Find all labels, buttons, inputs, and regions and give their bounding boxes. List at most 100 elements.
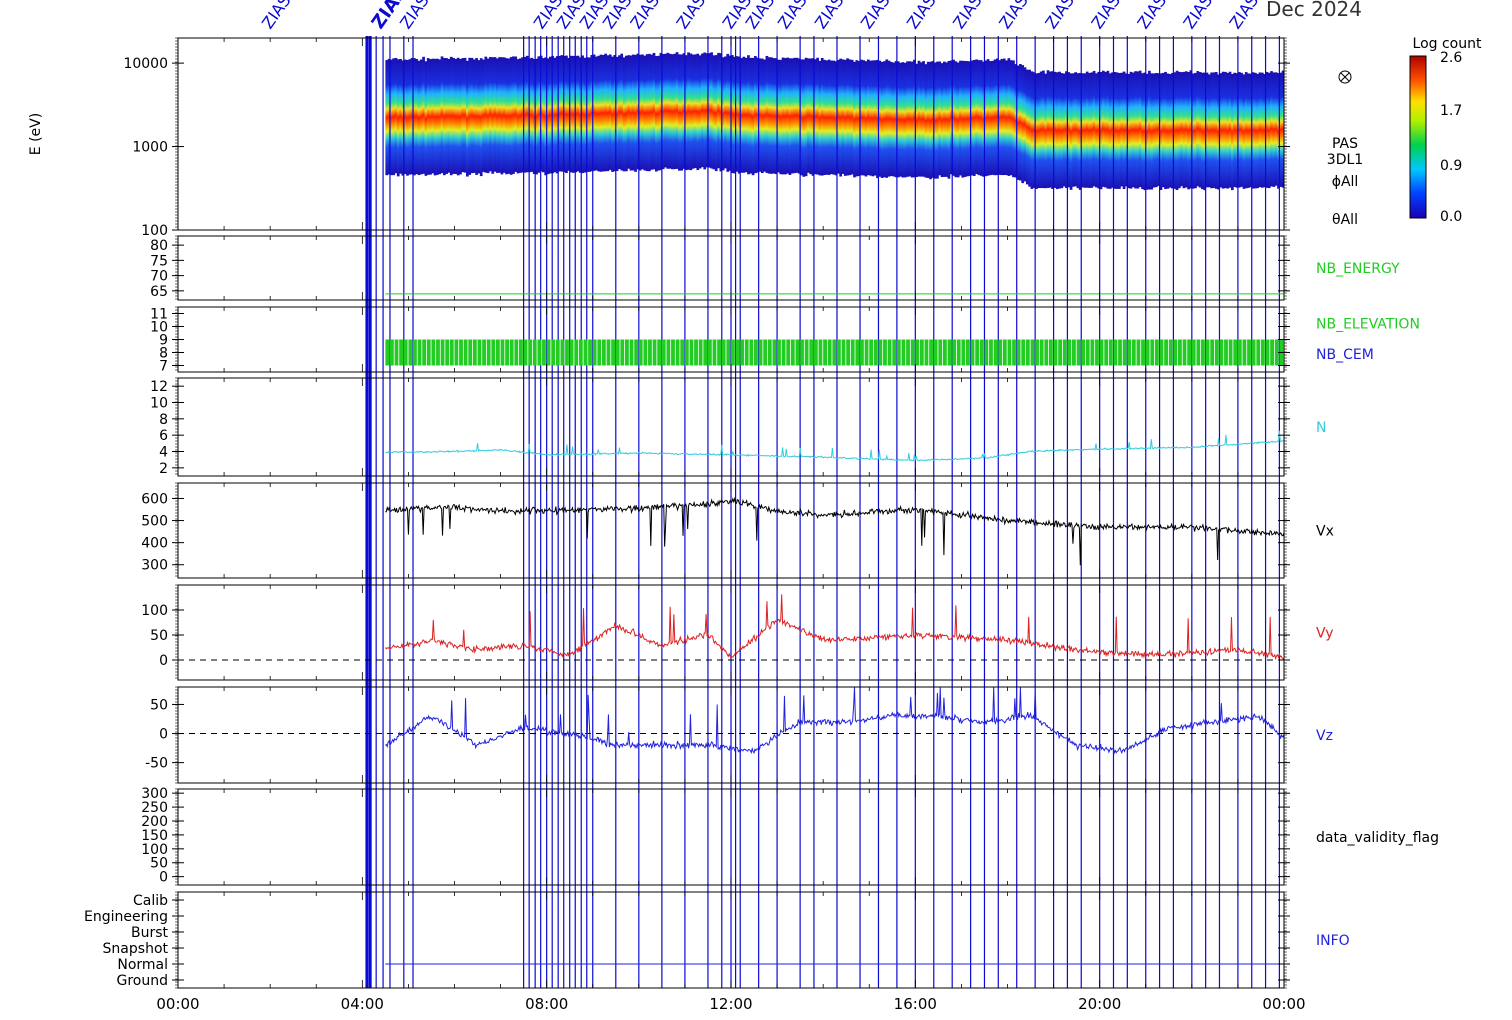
spectrogram-cell: [945, 62, 948, 177]
spectrogram-cell: [871, 60, 875, 177]
series-label: Vz: [1316, 728, 1333, 744]
spectrogram-cell: [468, 57, 472, 175]
spectrogram-cell: [399, 59, 402, 174]
band-segment: [500, 339, 505, 366]
y-tick-label: 100: [141, 603, 168, 619]
y-tick-label: 100: [141, 223, 168, 239]
spectrogram-cell: [1267, 72, 1271, 189]
band-segment: [989, 339, 993, 366]
spectrogram-cell: [1083, 73, 1087, 188]
spectrogram-cell: [899, 62, 902, 177]
y-tick-label: 0: [159, 653, 168, 669]
band-segment: [915, 339, 920, 366]
y-tick-label: 80: [150, 238, 168, 254]
spectrogram-cell: [1159, 73, 1163, 191]
spectrogram-cell: [406, 60, 409, 176]
y-tick-label: 11: [150, 307, 168, 323]
spectrogram-cell: [963, 60, 967, 177]
spectrogram-cell: [1281, 70, 1285, 188]
band-segment: [790, 339, 795, 366]
band-segment: [818, 339, 823, 366]
spectrogram-cell: [470, 57, 474, 174]
spectrogram-cell: [426, 58, 430, 175]
spectrogram-cell: [1012, 60, 1015, 178]
spectrogram-cell: [1224, 71, 1227, 189]
spectrogram-cell: [740, 58, 743, 173]
band-segment: [661, 339, 666, 366]
spectrogram-cell: [807, 58, 810, 173]
band-segment: [555, 339, 560, 366]
spectrogram-cell: [823, 59, 826, 176]
spectrogram-cell: [719, 53, 723, 172]
series-label: NB_CEM: [1316, 347, 1374, 363]
band-segment: [698, 339, 703, 366]
spectrogram-cell: [1030, 71, 1034, 189]
spectrogram-cell: [1085, 71, 1089, 188]
y-tick-label: 70: [150, 269, 168, 285]
y-tick-label: -50: [145, 756, 168, 772]
band-segment: [754, 339, 758, 366]
y-tick-label: Engineering: [84, 909, 168, 925]
band-segment: [712, 339, 717, 366]
spectrogram-cell: [452, 57, 455, 174]
spectrogram-cell: [869, 60, 872, 176]
spectrogram-cell: [461, 58, 465, 173]
band-segment: [804, 339, 809, 366]
spectrogram-cell: [915, 63, 919, 177]
spectrogram-cell: [1251, 72, 1255, 189]
spectrogram-cell: [714, 55, 718, 172]
spectrogram-cell: [952, 59, 955, 176]
spectrogram-cell: [841, 59, 845, 174]
band-segment: [588, 339, 592, 366]
band-segment: [947, 339, 952, 366]
spectrogram-cell: [668, 53, 672, 169]
spectrogram-cell: [1055, 72, 1059, 190]
spectrogram-cell: [1173, 72, 1177, 189]
spectrogram-cell: [475, 58, 478, 175]
y-tick-label: 300: [141, 558, 168, 574]
panel-right-label: 3DL1: [1327, 152, 1363, 168]
band-segment: [1141, 339, 1145, 366]
spectrogram-cell: [429, 59, 432, 175]
event-annotation: ZIAS: [857, 0, 894, 32]
spectrogram-cell: [620, 53, 624, 171]
band-segment: [901, 339, 906, 366]
spectrogram-cell: [1118, 73, 1121, 189]
spectrogram-cell: [989, 61, 992, 176]
spectrogram-cell: [514, 56, 518, 172]
event-annotation: ZIAS: [774, 0, 811, 32]
spectrogram-cell: [836, 59, 840, 174]
band-segment: [1145, 339, 1150, 366]
spectrogram-cell: [696, 53, 700, 171]
band-segment: [648, 339, 652, 366]
band-segment: [394, 339, 399, 366]
spectrogram-cell: [1180, 72, 1184, 187]
band-segment: [1214, 339, 1219, 366]
band-segment: [565, 339, 569, 366]
band-segment: [1016, 339, 1021, 366]
spectrogram-cell: [445, 58, 448, 174]
spectrogram-cell: [797, 58, 801, 174]
event-annotation: ZIAS: [1134, 0, 1171, 32]
y-tick-label: Burst: [131, 925, 169, 941]
spectrogram-cell: [779, 59, 783, 175]
series-label: N: [1316, 420, 1326, 436]
band-segment: [1122, 339, 1127, 366]
band-segment: [1270, 339, 1274, 366]
band-segment: [1127, 339, 1132, 366]
spectrogram-cell: [790, 58, 794, 174]
series-line: [385, 430, 1285, 462]
band-segment: [1164, 339, 1168, 366]
y-tick-label: 600: [141, 491, 168, 507]
spectrogram-cell: [938, 61, 942, 176]
spectrogram-cell: [542, 58, 545, 173]
band-segment: [873, 339, 878, 366]
band-segment: [1113, 339, 1118, 366]
y-tick-label: 10: [150, 320, 168, 336]
band-segment: [772, 339, 777, 366]
band-segment: [440, 339, 445, 366]
spectrogram-cell: [1171, 72, 1174, 189]
event-annotation: ZIAS: [995, 0, 1032, 32]
spectrogram-cell: [440, 56, 444, 174]
spectrogram-cell: [721, 57, 725, 171]
